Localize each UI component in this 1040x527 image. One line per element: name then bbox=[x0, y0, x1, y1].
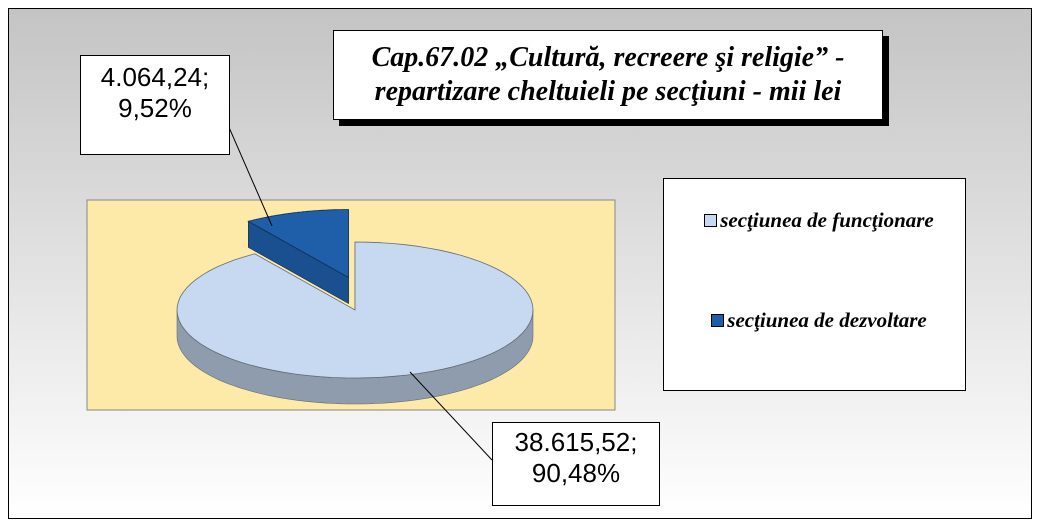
percent-label: 90,48% bbox=[531, 458, 621, 488]
leader-line bbox=[409, 371, 493, 461]
legend-swatch bbox=[711, 314, 725, 327]
percent-label: 9,52% bbox=[118, 93, 192, 123]
title-line: repartizare cheltuieli pe secţiuni - mii… bbox=[374, 76, 842, 107]
value-label: 4.064,24; bbox=[100, 62, 210, 92]
title-line: Cap.67.02 „Cultură, recreere şi religie”… bbox=[371, 42, 845, 73]
legend-label: secţiunea de dezvoltare bbox=[727, 308, 927, 332]
legend-swatch bbox=[704, 214, 718, 227]
pie bbox=[176, 209, 534, 405]
data-label: 38.615,52; 90,48% bbox=[492, 422, 660, 506]
value-label: 38.615,52; bbox=[514, 427, 638, 457]
data-label: 4.064,24; 9,52% bbox=[80, 55, 230, 155]
leader-line bbox=[227, 124, 273, 227]
slice bbox=[176, 241, 534, 379]
slice bbox=[247, 209, 349, 279]
chart-title: Cap.67.02 „Cultură, recreere şi religie”… bbox=[333, 30, 883, 120]
legend-label: secţiunea de funcţionare bbox=[720, 208, 934, 232]
legend-item: secţiunea de funcţionare bbox=[704, 207, 934, 233]
legend: secţiunea de funcţionare secţiunea de de… bbox=[663, 178, 966, 391]
legend-item: secţiunea de dezvoltare bbox=[704, 307, 934, 333]
